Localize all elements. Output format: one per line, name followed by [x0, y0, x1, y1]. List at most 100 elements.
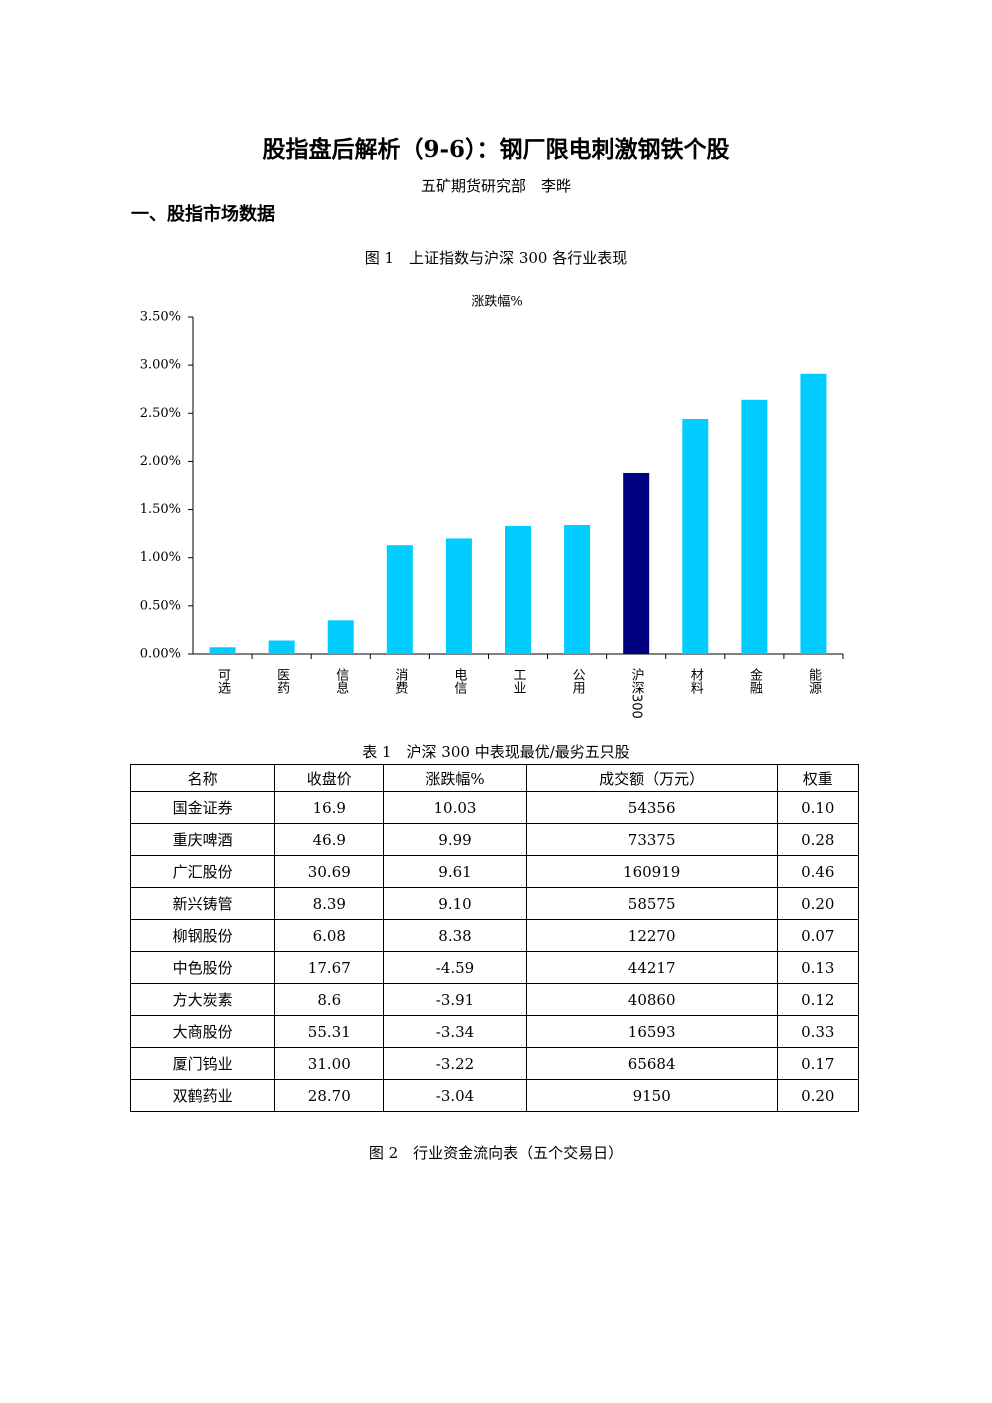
- table-cell: 73375: [525, 823, 778, 856]
- bar: [564, 524, 591, 654]
- y-tick-label: 2.00%: [140, 454, 181, 469]
- table-cell: 方大炭素: [129, 983, 276, 1016]
- table-cell: 44217: [525, 951, 778, 984]
- table-cell: 9.10: [383, 887, 527, 920]
- x-tick-label: 工业: [511, 668, 527, 694]
- table-cell: 0.33: [776, 1015, 860, 1048]
- bar: [682, 419, 709, 654]
- table-cell: 新兴铸管: [129, 887, 276, 920]
- table-cell: 8.39: [274, 887, 385, 920]
- table-row: 国金证券 16.9 10.03 54356 0.10: [129, 791, 860, 824]
- table-row: 广汇股份 30.69 9.61 160919 0.46: [129, 855, 860, 888]
- table-row: 重庆啤酒 46.9 9.99 73375 0.28: [129, 823, 860, 856]
- table-cell: 0.12: [776, 983, 860, 1016]
- doc-title: 股指盘后解析（9-6）：钢厂限电刺激钢铁个股: [262, 136, 730, 163]
- table-cell: 重庆啤酒: [129, 823, 276, 856]
- table-cell: 16.9: [274, 791, 385, 824]
- table-cell: 国金证券: [129, 791, 276, 824]
- section-heading: 一、股指市场数据: [131, 204, 275, 225]
- table-cell: 0.28: [776, 823, 860, 856]
- bar: [741, 399, 768, 654]
- table-cell: 12270: [525, 919, 778, 952]
- author: 五矿期货研究部 李晔: [420, 177, 571, 195]
- y-tick-label: 1.50%: [140, 502, 181, 517]
- table-cell: 17.67: [274, 951, 385, 984]
- column-header: 名称: [129, 764, 276, 792]
- table-cell: 46.9: [274, 823, 385, 856]
- table-cell: 9.99: [383, 823, 527, 856]
- table-cell: 厦门钨业: [129, 1047, 276, 1080]
- table-cell: 0.17: [776, 1047, 860, 1080]
- table-cell: 30.69: [274, 855, 385, 888]
- table-cell: 0.20: [776, 1079, 860, 1112]
- y-tick-label: 0.00%: [140, 647, 181, 662]
- column-header: 成交额（万元）: [525, 764, 778, 792]
- data-table: 名称 收盘价 涨跌幅% 成交额（万元） 权重 国金证券 16.9 10.03 54356 0.10…: [129, 764, 860, 1112]
- table-row: 方大炭素 8.6 -3.91 40860 0.12: [129, 983, 860, 1016]
- table-cell: -3.91: [383, 983, 527, 1016]
- table-cell: 9.61: [383, 855, 527, 888]
- x-tick-label: 沪深300: [629, 667, 645, 718]
- table-cell: -3.04: [383, 1079, 527, 1112]
- table-cell: 40860: [525, 983, 778, 1016]
- table-row: 柳钢股份 6.08 8.38 12270 0.07: [129, 919, 860, 952]
- table-row: 大商股份 55.31 -3.34 16593 0.33: [129, 1015, 860, 1048]
- table-cell: 中色股份: [129, 951, 276, 984]
- y-tick-label: 3.50%: [140, 310, 181, 325]
- x-tick-label: 公用: [570, 668, 586, 695]
- y-tick-label: 3.00%: [140, 358, 181, 373]
- table-cell: 31.00: [274, 1047, 385, 1080]
- bar: [800, 373, 827, 654]
- table-cell: 54356: [525, 791, 778, 824]
- chart-title: 涨跌幅%: [471, 294, 522, 310]
- chart: 涨跌幅% 0.00% 0.50% 1.00% 1.50% 2.00% 2.50% 3.00%…: [140, 294, 844, 719]
- x-tick-label: 医药: [274, 668, 290, 694]
- bar: [445, 538, 472, 654]
- table-cell: 16593: [525, 1015, 778, 1048]
- bar: [268, 640, 295, 654]
- table-cell: 160919: [525, 855, 778, 888]
- table-cell: 0.46: [776, 855, 860, 888]
- bar: [209, 647, 236, 654]
- figure-caption: 图 1 上证指数与沪深 300 各行业表现: [364, 249, 628, 267]
- table-cell: 10.03: [383, 791, 527, 824]
- x-tick-label: 信息: [333, 668, 349, 694]
- header-row: 名称 收盘价 涨跌幅% 成交额（万元） 权重: [129, 764, 860, 792]
- column-header: 涨跌幅%: [383, 764, 527, 792]
- y-tick-label: 2.50%: [140, 406, 181, 421]
- bar: [327, 620, 354, 654]
- table-cell: -4.59: [383, 951, 527, 984]
- table-row: 厦门钨业 31.00 -3.22 65684 0.17: [129, 1047, 860, 1080]
- table-cell: 8.38: [383, 919, 527, 952]
- table-cell: 0.20: [776, 887, 860, 920]
- x-tick-label: 材料: [688, 668, 704, 694]
- x-tick-label: 能源: [806, 668, 822, 694]
- table-cell: 65684: [525, 1047, 778, 1080]
- table-cell: 0.13: [776, 951, 860, 984]
- column-header: 权重: [776, 764, 860, 792]
- bar: [505, 525, 531, 654]
- table-row: 双鹤药业 28.70 -3.04 9150 0.20: [129, 1079, 860, 1112]
- table-cell: 0.10: [776, 791, 860, 824]
- bar: [623, 472, 650, 654]
- table-cell: 广汇股份: [129, 855, 276, 888]
- table-cell: 58575: [525, 887, 778, 920]
- table-cell: -3.34: [383, 1015, 527, 1048]
- table-row: 中色股份 17.67 -4.59 44217 0.13: [129, 951, 860, 984]
- y-tick-label: 1.00%: [140, 550, 181, 565]
- table-cell: 55.31: [274, 1015, 385, 1048]
- figure-caption: 图 2 行业资金流向表（五个交易日）: [368, 1144, 624, 1162]
- table-cell: 8.6: [274, 983, 385, 1016]
- x-tick-label: 金融: [747, 667, 763, 694]
- table-cell: 0.07: [776, 919, 860, 952]
- table-caption: 表 1 沪深 300 中表现最优/最劣五只股: [362, 743, 630, 761]
- table-cell: -3.22: [383, 1047, 527, 1080]
- x-tick-label: 消费: [392, 668, 408, 694]
- bar: [386, 545, 413, 654]
- table-cell: 9150: [525, 1079, 778, 1112]
- table-cell: 大商股份: [129, 1015, 276, 1048]
- table-row: 新兴铸管 8.39 9.10 58575 0.20: [129, 887, 860, 920]
- table-cell: 柳钢股份: [129, 919, 276, 952]
- table-cell: 双鹤药业: [129, 1079, 276, 1112]
- table-cell: 28.70: [274, 1079, 385, 1112]
